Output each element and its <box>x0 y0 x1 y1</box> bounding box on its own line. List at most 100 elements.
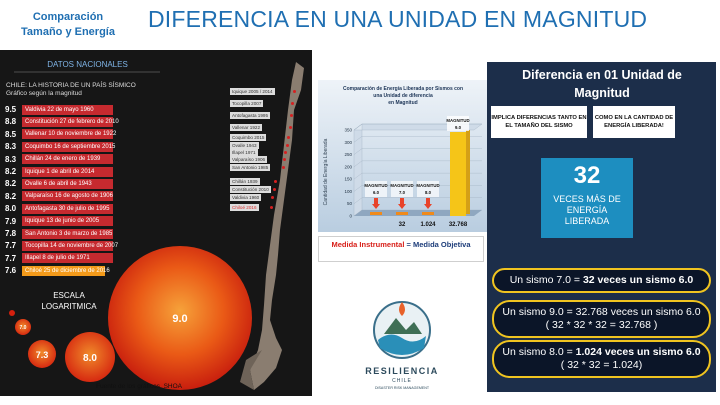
quake-row: 8.5 Vallenar 10 de noviembre de 1922 <box>5 129 116 140</box>
circle-small <box>9 310 15 316</box>
map-dot <box>292 90 296 93</box>
note: Medida Instrumental = Medida Objetiva <box>318 236 484 262</box>
quake-row: 7.8 San Antonio 3 de marzo de 1985 <box>5 228 113 239</box>
chart-title-line: en Magnitud <box>388 100 417 106</box>
circle-8 <box>65 332 115 382</box>
statement: Un sismo 7.0 = 32 veces un sismo 6.0 <box>492 268 711 293</box>
quake-magnitude: 7.7 <box>5 253 17 263</box>
quake-bar: Constitución 27 de febrero de 2010 <box>22 116 119 127</box>
big-caption: VECES MÁS DE ENERGÍA LIBERADA <box>553 194 621 226</box>
map-label: Illapel 1971 <box>230 149 258 156</box>
statement-bold: 32 veces un sismo 6.0 <box>582 274 694 286</box>
logo-country: CHILE <box>392 378 412 384</box>
circle-9 <box>108 246 252 390</box>
statement-text: Un sismo 9.0 = 32.768 veces un sismo 6.0 <box>502 306 701 318</box>
statement-text: Un sismo 8.0 = <box>502 346 576 358</box>
logo-flame <box>399 302 405 316</box>
statement-formula: ( 32 * 32 = 1.024) <box>560 359 643 371</box>
note-rest: = Medida Objetiva <box>404 240 471 249</box>
quake-bar: Illapel 8 de julio de 1971 <box>22 253 113 264</box>
quake-magnitude: 8.2 <box>5 179 17 189</box>
arrow <box>398 198 406 209</box>
quake-bar: Chiloé 25 de diciembre de 2016 <box>22 265 110 276</box>
grid-line <box>353 160 363 167</box>
quake-bar: Iquique 13 de junio de 2005 <box>22 216 113 227</box>
left-panel: 9.0 8.0 7.3 7.0 DATOS NACIONALES CHILE: … <box>0 50 312 396</box>
label-box <box>391 181 413 197</box>
logo-wave <box>378 334 426 355</box>
note-highlight: Medida Instrumental <box>331 240 405 249</box>
y-tick-label: 0 <box>349 214 352 219</box>
y-tick-label: 50 <box>347 201 353 206</box>
y-tick-label: 350 <box>344 128 352 133</box>
left-graphics: 9.0 8.0 7.3 7.0 <box>9 62 304 390</box>
quake-bar: Valparaíso 16 de agosto de 1906 <box>22 191 113 202</box>
quake-magnitude: 7.6 <box>5 266 17 276</box>
circle-7-3 <box>28 340 56 368</box>
quake-magnitude: 9.5 <box>5 105 17 114</box>
scale-label: ESCALA LOGARITMICA <box>34 290 104 312</box>
map-dot <box>291 102 295 105</box>
map-label: Valdivia 1960 <box>230 194 262 201</box>
map-dot <box>290 114 293 117</box>
circle-7 <box>15 319 31 335</box>
statement-formula: ( 32 * 32 * 32 = 32.768 ) <box>545 319 658 331</box>
map-dot <box>270 206 273 209</box>
map-dot <box>274 180 278 183</box>
quake-magnitude: 8.2 <box>5 167 17 176</box>
map-dot <box>271 196 275 199</box>
quake-bar: Coquimbo 16 de septiembre 2015 <box>22 141 115 152</box>
source: Fuente de los gráficos. SHOA <box>96 383 182 390</box>
circle-label: 7.3 <box>36 350 49 360</box>
quake-magnitude: 8.5 <box>5 129 17 139</box>
map-label: Antofagasta 1995 <box>230 112 271 119</box>
y-tick-label: 250 <box>344 152 352 157</box>
grid-line <box>353 148 363 155</box>
side-title-line: Tamaño y Energía <box>21 26 115 38</box>
chart-bars: MAGNITUD 6.0 MAGNITUD 7.0 MAGNITUD 8.0 MAGNITU… <box>364 116 470 228</box>
map-dot <box>284 151 288 154</box>
bar-magnitude: 6.0 <box>373 190 380 195</box>
quake-row: 8.0 Antofagasta 30 de julio de 1995 <box>5 203 113 214</box>
quake-bar: Chillán 24 de enero de 1939 <box>22 154 113 165</box>
grid-line <box>353 209 363 217</box>
quake-bar: Ovalle 6 de abril de 1943 <box>22 178 113 189</box>
right-panel: Diferencia en 01 Unidad de Magnitud IMPL… <box>487 62 716 392</box>
quake-bar: San Antonio 3 de marzo de 1985 <box>22 228 113 239</box>
map-dot <box>287 136 291 139</box>
bar-side <box>466 130 470 214</box>
quake-row: 8.8 Constitución 27 de febrero de 2010 <box>5 116 119 127</box>
quake-row: 8.2 Valparaíso 16 de agosto de 1906 <box>5 191 113 202</box>
map-label: Ovalle 1943 <box>230 142 259 149</box>
circle-label: 9.0 <box>172 313 187 325</box>
energy-highlight: 32 VECES MÁS DE ENERGÍA LIBERADA <box>541 158 633 238</box>
y-tick-label: 100 <box>344 189 352 194</box>
statement-bold: 1.024 veces un sismo 6.0 <box>575 346 701 358</box>
statement-line: Un sismo 8.0 = 1.024 veces un sismo 6.0 <box>496 346 707 359</box>
statement-line: Un sismo 9.0 = 32.768 veces un sismo 6.0 <box>496 306 707 319</box>
bar-label: MAGNITUD <box>390 183 413 188</box>
main-title: DIFERENCIA EN UNA UNIDAD EN MAGNITUD <box>148 6 648 32</box>
box-energy: COMO EN LA CANTIDAD DE ENERGÍA LIBERADA! <box>593 106 675 138</box>
quake-row: 7.7 Illapel 8 de julio de 1971 <box>5 253 113 264</box>
map-label: Tocopilla 2007 <box>230 100 264 107</box>
map-south <box>240 350 262 390</box>
y-tick-label: 150 <box>344 177 352 182</box>
bar-label: MAGNITUD <box>364 183 387 188</box>
statement: Un sismo 8.0 = 1.024 veces un sismo 6.0(… <box>492 340 711 378</box>
arrow <box>424 198 432 209</box>
statement-text: Un sismo 7.0 = <box>509 274 583 286</box>
right-title: Diferencia en 01 Unidad de Magnitud <box>522 68 682 100</box>
map-label: Chiloé 2016 <box>230 204 259 211</box>
bar-magnitude: 8.0 <box>425 190 432 195</box>
quake-bar: Tocopilla 14 de noviembre de 2007 <box>22 240 118 251</box>
label-box <box>447 116 469 131</box>
bar <box>450 132 466 216</box>
quake-magnitude: 8.3 <box>5 142 17 152</box>
map-label: Vallenar 1922 <box>230 124 263 131</box>
panel-heading: DATOS NACIONALES <box>47 60 128 69</box>
scale-label-line: LOGARITMICA <box>41 302 97 311</box>
chart-title-line: Comparación de Energía Liberada por Sism… <box>343 86 463 92</box>
logo-tagline: DISASTER RISK MANAGEMENT <box>375 386 430 390</box>
statement: Un sismo 9.0 = 32.768 veces un sismo 6.0… <box>492 300 711 338</box>
